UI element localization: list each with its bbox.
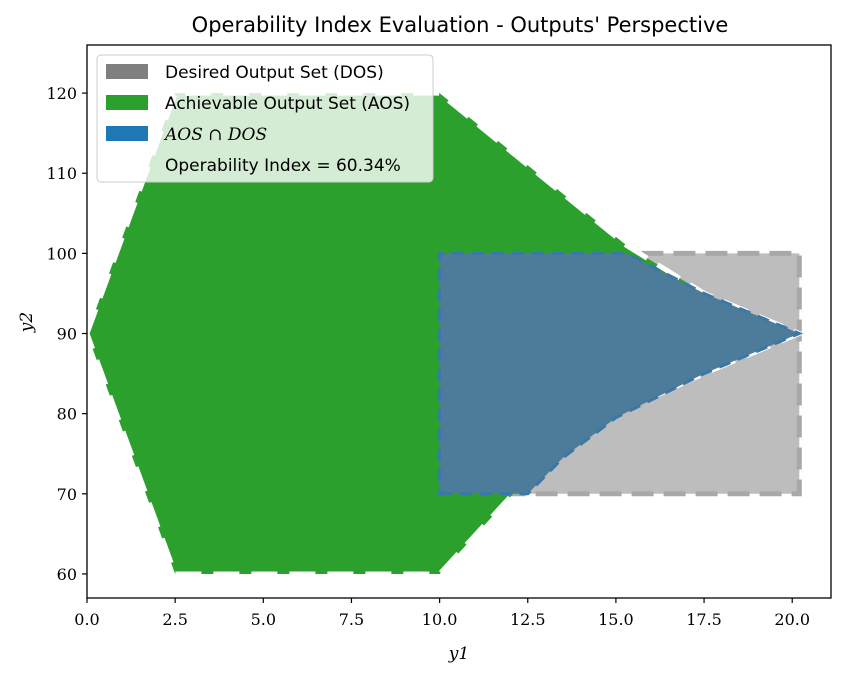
x-axis-label-text: y1 — [448, 644, 469, 664]
x-tick-label: 12.5 — [510, 610, 546, 629]
y-tick-label: 110 — [46, 164, 77, 183]
x-tick-label: 20.0 — [774, 610, 810, 629]
y-tick-label: 80 — [57, 405, 77, 424]
legend: Desired Output Set (DOS) Achievable Outp… — [96, 54, 434, 183]
y-tick-label: 60 — [57, 565, 77, 584]
x-axis-ticks: 0.0 2.5 5.0 7.5 10.0 12.5 15.0 17.5 20.0 — [74, 598, 810, 629]
axes-frame — [86, 44, 832, 599]
y-tick-label: 120 — [46, 84, 77, 103]
legend-label-dos: Desired Output Set (DOS) — [165, 63, 384, 83]
plot-area — [84, 90, 806, 577]
legend-label-intersection: AOS ∩ DOS — [163, 125, 267, 145]
x-tick-label: 0.0 — [74, 610, 99, 629]
x-tick-label: 7.5 — [339, 610, 364, 629]
y-tick-label: 90 — [57, 325, 77, 344]
y-axis-label-text: y2 — [17, 312, 37, 333]
legend-swatch-aos — [106, 95, 148, 110]
chart-title: Operability Index Evaluation - Outputs' … — [192, 13, 729, 37]
legend-swatch-intersection — [106, 126, 148, 141]
y-tick-label: 70 — [57, 485, 77, 504]
intersection-polygon — [438, 251, 804, 496]
y-axis-label: y2 — [17, 312, 37, 333]
y-tick-label: 100 — [46, 244, 77, 263]
x-axis-label: y1 — [448, 644, 469, 664]
legend-label-operability-index: Operability Index = 60.34% — [165, 156, 401, 176]
x-tick-label: 17.5 — [686, 610, 722, 629]
x-tick-label: 2.5 — [162, 610, 187, 629]
x-tick-label: 10.0 — [422, 610, 458, 629]
x-tick-label: 15.0 — [598, 610, 634, 629]
legend-swatch-dos — [106, 64, 148, 79]
x-tick-label: 5.0 — [251, 610, 276, 629]
legend-box — [96, 54, 434, 183]
y-axis-ticks: 60 70 80 90 100 110 120 — [46, 84, 87, 584]
legend-label-aos: Achievable Output Set (AOS) — [165, 94, 410, 114]
